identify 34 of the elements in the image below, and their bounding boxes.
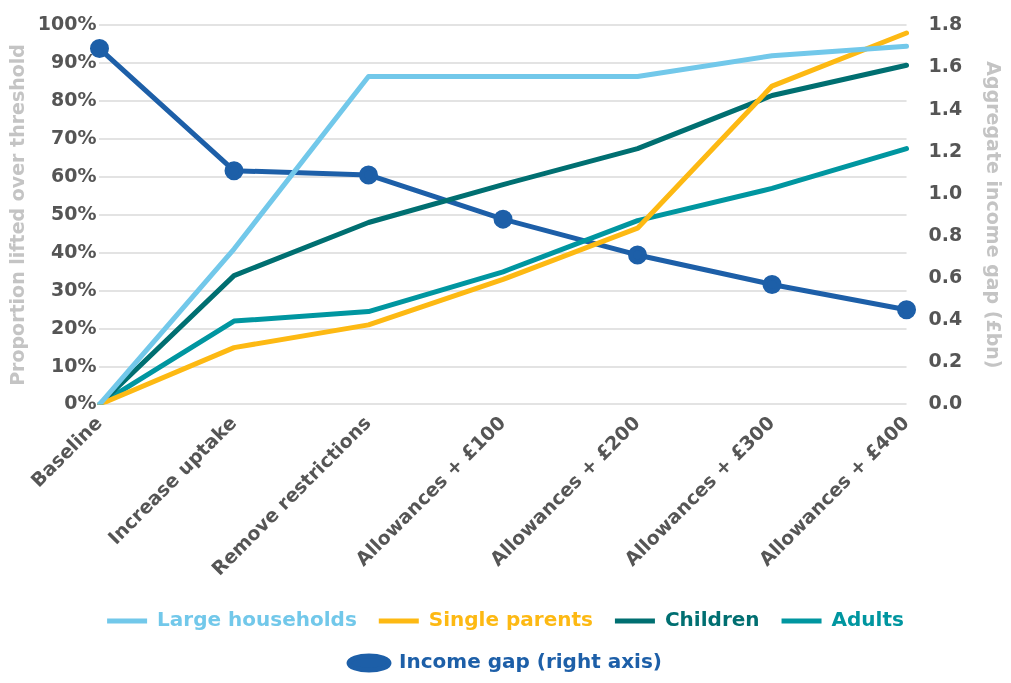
y-tick-label: 50%	[51, 201, 97, 224]
legend-label: Large households	[157, 607, 357, 632]
point	[224, 161, 244, 181]
y2-tick-label: 1.8	[928, 12, 963, 35]
y-axis-title: Proportion lifted over threshold	[6, 44, 29, 386]
y-tick-label: 20%	[51, 315, 97, 338]
y2-tick-label: 1.4	[928, 96, 963, 119]
legend-label: Adults	[831, 607, 904, 632]
y-tick-label: 90%	[51, 50, 97, 73]
y-tick-label: 80%	[51, 88, 97, 111]
y2-tick-label: 1.2	[928, 138, 963, 161]
y2-tick-label: 0.0	[928, 391, 963, 414]
legend-label: Single parents	[428, 607, 593, 632]
y2-tick-label: 0.8	[928, 222, 963, 245]
y2-tick-label: 0.4	[928, 307, 963, 330]
y2-tick-label: 0.2	[928, 349, 963, 372]
y-tick-label: 0%	[64, 391, 97, 414]
y-tick-label: 100%	[37, 12, 97, 35]
legend-label: Children	[664, 607, 760, 632]
point	[762, 274, 782, 294]
point	[897, 300, 917, 320]
point	[493, 209, 513, 229]
y-tick-label: 10%	[51, 353, 97, 376]
y-tick-label: 40%	[51, 239, 97, 262]
point	[359, 165, 379, 185]
y-tick-label: 30%	[51, 277, 97, 300]
y2-tick-label: 1.6	[928, 54, 963, 77]
y2-tick-label: 0.6	[928, 265, 963, 288]
y-tick-label: 60%	[51, 163, 97, 186]
y-tick-label: 70%	[51, 126, 97, 149]
point	[628, 245, 648, 265]
y2-axis-title: Aggregate income gap (£bn)	[982, 61, 1005, 369]
legend-label: Income gap (right axis)	[399, 649, 662, 674]
y2-tick-label: 1.0	[928, 180, 963, 203]
